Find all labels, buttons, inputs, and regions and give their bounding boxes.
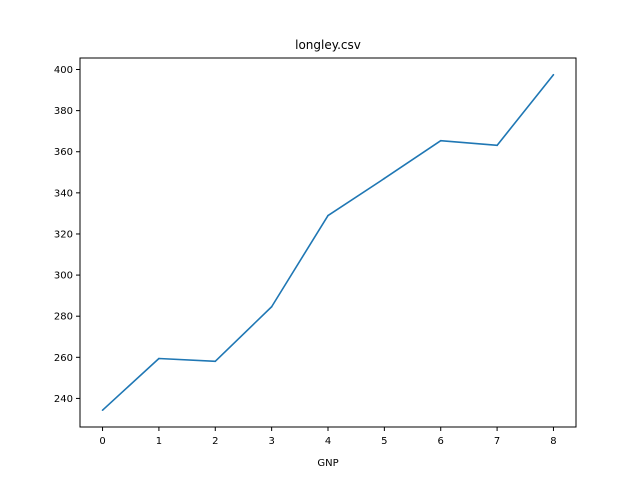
- series-line: [102, 74, 555, 411]
- data-point: [270, 305, 273, 308]
- data-point: [214, 360, 217, 363]
- y-tick-label: 240: [54, 394, 73, 405]
- x-tick-label: 7: [494, 436, 500, 447]
- data-point: [496, 144, 498, 147]
- axes-frame: [79, 57, 577, 428]
- x-tick-label: 8: [550, 436, 556, 447]
- data-point: [439, 139, 442, 142]
- x-tick-label: 1: [156, 436, 162, 447]
- x-tick-label: 3: [268, 436, 274, 447]
- data-point: [552, 73, 555, 76]
- y-tick-label: 400: [54, 65, 73, 76]
- data-point: [383, 177, 386, 180]
- chart-title: longley.csv: [295, 38, 361, 52]
- data-point: [158, 357, 160, 360]
- x-tick-label: 6: [438, 436, 444, 447]
- y-tick-label: 280: [54, 312, 73, 323]
- x-tick-label: 2: [212, 436, 218, 447]
- y-tick-label: 260: [54, 353, 73, 364]
- y-tick-label: 360: [54, 147, 73, 158]
- y-tick-label: 320: [54, 229, 73, 240]
- data-point: [327, 214, 329, 217]
- y-tick-label: 340: [54, 188, 73, 199]
- plot-area: 0 1 2 3 4 5 6 7 8 240 260 280 300 320 340 360 380 400: [54, 65, 557, 447]
- x-axis-label: GNP: [317, 458, 338, 469]
- y-tick-label: 300: [54, 271, 73, 282]
- x-tick-label: 0: [99, 436, 105, 447]
- data-point: [101, 409, 104, 411]
- x-tick-label: 5: [381, 436, 387, 447]
- y-tick-label: 380: [54, 106, 73, 117]
- x-tick-label: 4: [325, 436, 331, 447]
